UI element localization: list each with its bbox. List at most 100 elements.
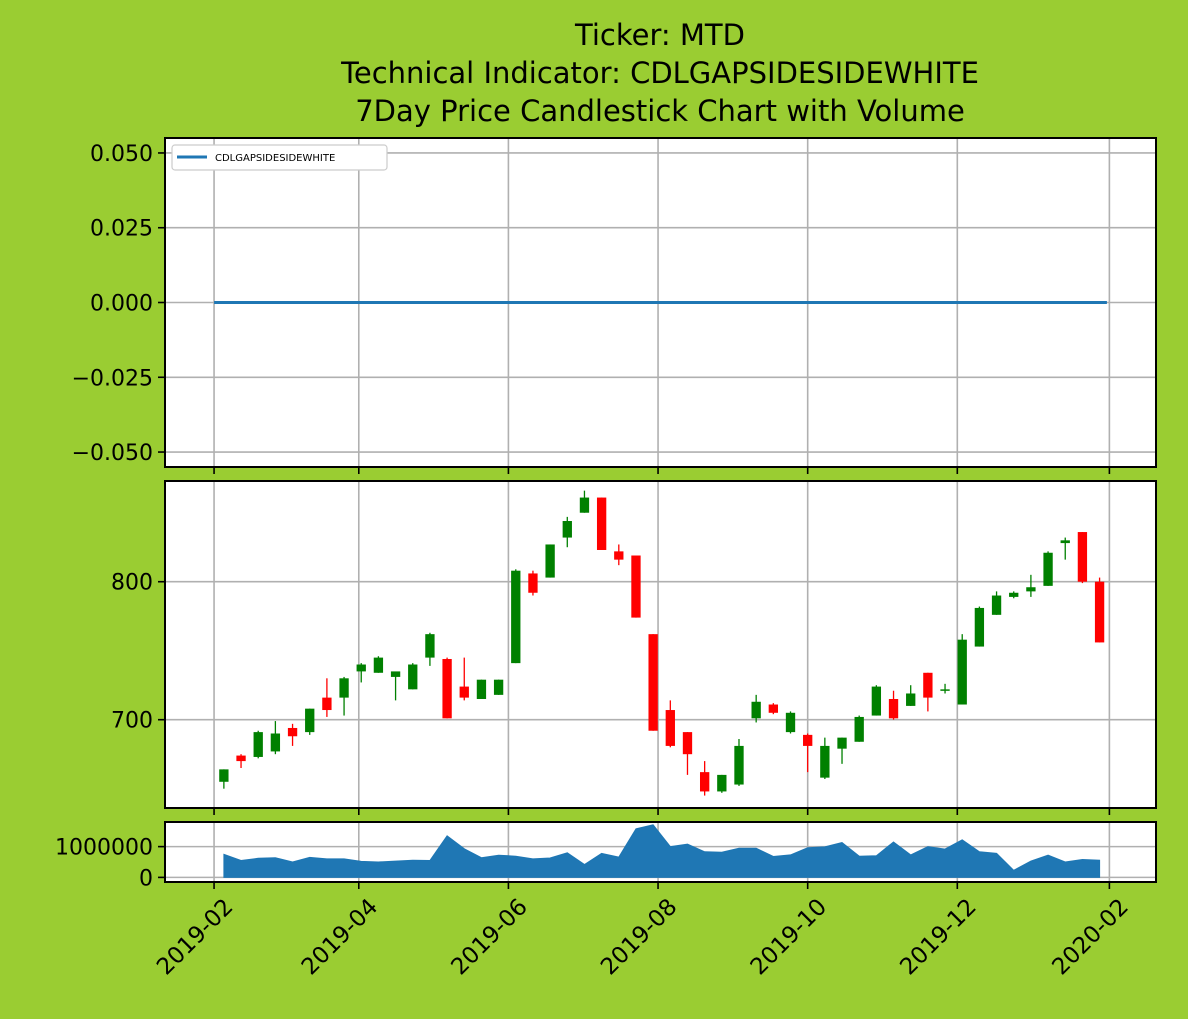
candle-body: [631, 555, 641, 618]
candle-body: [854, 716, 864, 742]
candle: [957, 634, 967, 705]
indicator-ytick-label: −0.050: [72, 441, 153, 466]
chart-title-line1: Ticker: MTD: [574, 18, 745, 52]
candle-body: [476, 679, 487, 699]
x-tick-label: 2019-06: [447, 894, 533, 980]
indicator-ytick-label: 0.025: [90, 217, 153, 242]
candle-body: [974, 607, 985, 647]
candle: [339, 676, 349, 716]
candle-body: [339, 678, 349, 698]
candle: [1060, 537, 1070, 560]
candle: [631, 555, 641, 618]
candle: [305, 708, 315, 735]
candle-body: [408, 664, 418, 690]
candle-body: [923, 672, 933, 698]
candle: [1094, 577, 1105, 643]
candle: [579, 490, 590, 513]
candle: [1009, 591, 1019, 599]
price-ytick-label: 800: [111, 571, 153, 596]
candle-body: [991, 595, 1002, 615]
legend-label: CDLGAPSIDESIDEWHITE: [215, 153, 335, 164]
indicator-panel: 0.050 0.025 0.000 −0.025 −0.050 CDLGAPSIDESID…: [72, 137, 1157, 474]
candle-body: [1043, 552, 1053, 586]
candle-body: [957, 639, 967, 705]
candle-body: [442, 658, 452, 719]
chart-title-line3: 7Day Price Candlestick Chart with Volume: [355, 94, 965, 128]
candle-body: [820, 745, 830, 778]
candle: [768, 703, 778, 715]
candle: [923, 672, 933, 712]
candle-body: [236, 755, 246, 762]
candle: [390, 671, 401, 701]
candle: [373, 656, 384, 673]
x-tick-label: 2019-08: [596, 894, 682, 980]
candle: [974, 606, 985, 647]
candle-body: [888, 699, 899, 719]
x-tick-label: 2019-12: [895, 894, 981, 980]
candle-body: [459, 686, 469, 698]
volume-frame: [164, 821, 1157, 883]
candle-body: [253, 732, 263, 757]
candle: [682, 732, 693, 775]
candle: [854, 715, 864, 742]
candle: [322, 678, 332, 717]
candle: [940, 683, 950, 694]
candle-body: [665, 710, 675, 746]
candle-body: [287, 727, 298, 737]
candle: [408, 663, 418, 690]
candle-body: [579, 497, 590, 513]
candle: [1077, 532, 1088, 584]
candle-body: [906, 693, 916, 706]
candle-body: [699, 772, 710, 792]
price-panel: 700 800: [111, 480, 1157, 815]
indicator-ytick-label: −0.025: [72, 366, 153, 391]
candle: [837, 737, 847, 764]
candle-body: [219, 769, 229, 782]
chart-title-line2: Technical Indicator: CDLGAPSIDESIDEWHITE: [340, 56, 979, 90]
candle-body: [837, 737, 847, 749]
candle: [888, 690, 899, 720]
candle-body: [751, 701, 761, 719]
candle: [356, 663, 366, 683]
candle: [665, 700, 675, 748]
indicator-ytick-label: 0.050: [90, 142, 153, 167]
candle-body: [1009, 592, 1019, 597]
candle: [459, 657, 469, 701]
x-tick-label: 2020-02: [1047, 894, 1133, 980]
candle-body: [390, 671, 401, 677]
candle: [236, 754, 246, 768]
candle: [493, 679, 504, 695]
candle: [1026, 574, 1036, 597]
candle: [442, 657, 452, 719]
candle-body: [1026, 587, 1036, 592]
candle-body: [785, 712, 796, 733]
candle: [751, 694, 761, 723]
volume-ytick-label: 0: [139, 866, 153, 891]
candle: [425, 632, 435, 666]
candle-body: [545, 544, 555, 578]
candle: [596, 497, 607, 550]
candle-body: [425, 634, 435, 658]
candle-body: [871, 686, 882, 716]
candle: [476, 679, 487, 699]
candle: [287, 723, 298, 746]
candle: [991, 591, 1002, 615]
candle: [253, 730, 263, 759]
volume-area: [223, 824, 1101, 878]
candle-body: [493, 679, 504, 695]
candle-body: [734, 745, 744, 785]
candle: [219, 769, 229, 789]
indicator-ytick-label: 0.000: [90, 292, 153, 317]
indicator-frame: [164, 137, 1157, 468]
legend-box: [171, 144, 388, 171]
candle-body: [940, 689, 950, 691]
candle: [648, 634, 658, 731]
candle: [906, 685, 916, 706]
candle-body: [648, 634, 658, 731]
indicator-legend: CDLGAPSIDESIDEWHITE: [171, 144, 388, 171]
price-frame: [164, 480, 1157, 809]
candle: [1043, 551, 1053, 586]
price-ytick-label: 700: [111, 709, 153, 734]
candle: [614, 544, 624, 566]
